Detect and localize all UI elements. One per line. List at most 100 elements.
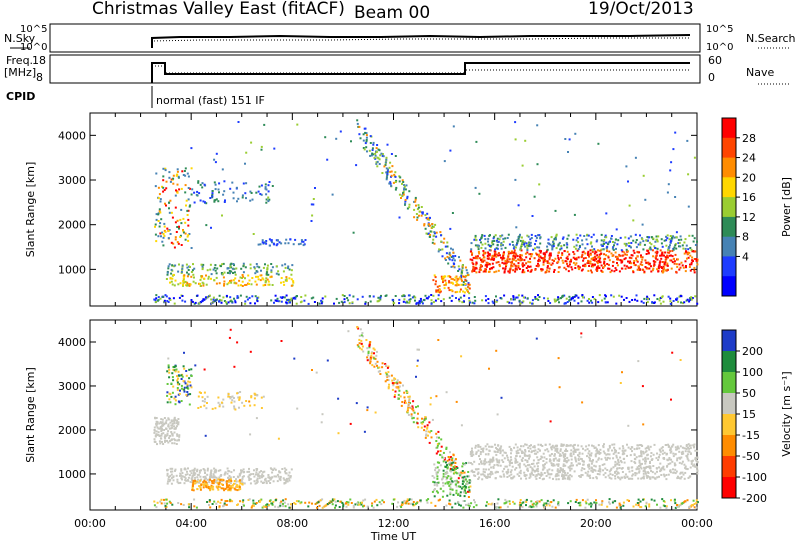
echo-cell xyxy=(586,455,588,457)
echo-cell xyxy=(460,278,462,280)
echo-cell xyxy=(268,480,270,482)
echo-cell xyxy=(646,253,648,255)
echo-cell xyxy=(640,463,642,465)
echo-cell xyxy=(226,480,228,482)
echo-cell xyxy=(642,240,644,242)
echo-cell xyxy=(341,301,343,303)
echo-cell xyxy=(621,268,623,270)
echo-cell xyxy=(353,232,355,234)
echo-cell xyxy=(578,502,580,504)
echo-cell xyxy=(187,236,189,238)
echo-cell xyxy=(159,232,161,234)
echo-cell xyxy=(617,264,619,266)
echo-cell xyxy=(160,298,162,300)
echo-cell xyxy=(386,294,388,296)
echo-cell xyxy=(581,458,583,460)
echo-cell xyxy=(589,458,591,460)
echo-cell xyxy=(547,298,549,300)
echo-cell xyxy=(588,444,590,446)
echo-cell xyxy=(444,287,446,289)
echo-cell xyxy=(355,164,357,166)
echo-cell xyxy=(483,474,485,476)
echo-cell xyxy=(588,503,590,505)
echo-cell xyxy=(606,506,608,508)
echo-cell xyxy=(469,505,471,507)
echo-cell xyxy=(483,460,485,462)
echo-cell xyxy=(455,284,457,286)
echo-cell xyxy=(605,236,607,238)
echo-cell xyxy=(476,504,478,506)
echo-cell xyxy=(197,295,199,297)
echo-cell xyxy=(445,505,447,507)
echo-cell xyxy=(188,369,190,371)
echo-cell xyxy=(495,451,497,453)
echo-cell xyxy=(250,395,252,397)
echo-cell xyxy=(500,465,502,467)
freq-units: [MHz] xyxy=(4,66,36,79)
echo-cell xyxy=(163,233,165,235)
echo-cell xyxy=(659,260,661,262)
echo-cell xyxy=(650,446,652,448)
echo-cell xyxy=(470,502,472,504)
echo-cell xyxy=(526,444,528,446)
echo-cell xyxy=(188,187,190,189)
echo-cell xyxy=(520,302,522,304)
echo-cell xyxy=(462,507,464,509)
echo-cell xyxy=(396,506,398,508)
echo-cell xyxy=(468,297,470,299)
echo-cell xyxy=(404,186,406,188)
echo-cell xyxy=(532,469,534,471)
echo-cell xyxy=(283,284,285,286)
echo-cell xyxy=(449,254,451,256)
echo-cell xyxy=(530,500,532,502)
echo-cell xyxy=(533,459,535,461)
echo-cell xyxy=(215,470,217,472)
echo-cell xyxy=(538,474,540,476)
echo-cell xyxy=(603,243,605,245)
echo-cell xyxy=(514,503,516,505)
echo-cell xyxy=(525,478,527,480)
echo-cell xyxy=(445,246,447,248)
echo-cell xyxy=(478,444,480,446)
echo-cell xyxy=(237,198,239,200)
echo-cell xyxy=(255,471,257,473)
echo-cell xyxy=(636,468,638,470)
echo-cell xyxy=(253,469,255,471)
echo-cell xyxy=(380,503,382,505)
echo-cell xyxy=(201,275,203,277)
echo-cell xyxy=(197,479,199,481)
echo-cell xyxy=(549,268,551,270)
echo-cell xyxy=(168,171,170,173)
echo-cell xyxy=(449,150,451,152)
echo-cell xyxy=(638,504,640,506)
echo-cell xyxy=(160,218,162,220)
echo-cell xyxy=(232,268,234,270)
echo-cell xyxy=(587,464,589,466)
echo-cell xyxy=(395,189,397,191)
echo-cell xyxy=(254,404,256,406)
echo-cell xyxy=(650,455,652,457)
echo-cell xyxy=(441,446,443,448)
echo-cell xyxy=(613,466,615,468)
echo-cell xyxy=(210,227,212,229)
echo-cell xyxy=(483,252,485,254)
echo-cell xyxy=(376,504,378,506)
echo-cell xyxy=(669,300,671,302)
echo-cell xyxy=(694,450,696,452)
echo-cell xyxy=(683,242,685,244)
echo-cell xyxy=(519,467,521,469)
echo-cell xyxy=(622,447,624,449)
echo-cell xyxy=(558,243,560,245)
echo-cell xyxy=(219,282,221,284)
echo-cell xyxy=(527,261,529,263)
echo-cell xyxy=(427,498,429,500)
echo-cell xyxy=(244,163,246,165)
echo-cell xyxy=(626,444,628,446)
echo-cell xyxy=(664,261,666,263)
echo-cell xyxy=(377,161,379,163)
echo-cell xyxy=(443,452,445,454)
echo-cell xyxy=(358,126,360,128)
echo-cell xyxy=(561,254,563,256)
echo-cell xyxy=(619,478,621,480)
echo-cell xyxy=(442,485,444,487)
